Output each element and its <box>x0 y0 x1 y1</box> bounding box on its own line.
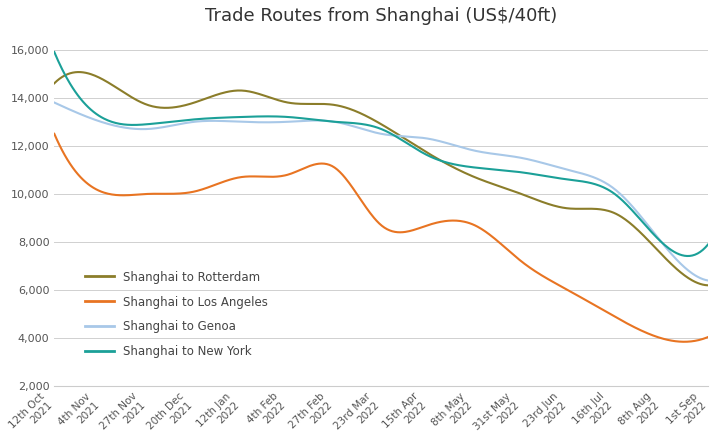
Line: Shanghai to Genoa: Shanghai to Genoa <box>54 102 708 281</box>
Shanghai to Rotterdam <box>362 113 370 118</box>
Shanghai to Rotterdam <box>704 283 712 288</box>
Shanghai to Rotterdam <box>75 69 84 75</box>
Shanghai to Genoa <box>365 128 373 134</box>
Shanghai to Los Angeles <box>50 131 59 136</box>
Shanghai to New York <box>704 242 712 247</box>
Legend: Shanghai to Rotterdam, Shanghai to Los Angeles, Shanghai to Genoa, Shanghai to N: Shanghai to Rotterdam, Shanghai to Los A… <box>80 266 273 363</box>
Shanghai to New York <box>439 159 448 164</box>
Shanghai to Genoa <box>404 134 413 139</box>
Shanghai to New York <box>360 122 369 127</box>
Shanghai to Rotterdam <box>440 160 449 165</box>
Shanghai to Los Angeles <box>680 339 689 345</box>
Shanghai to Genoa <box>50 100 59 105</box>
Shanghai to Los Angeles <box>360 203 369 208</box>
Shanghai to New York <box>50 49 59 55</box>
Shanghai to Los Angeles <box>689 338 698 344</box>
Shanghai to Los Angeles <box>586 300 594 305</box>
Shanghai to Rotterdam <box>587 206 596 211</box>
Shanghai to New York <box>586 180 594 186</box>
Shanghai to New York <box>365 122 373 128</box>
Shanghai to Rotterdam <box>50 80 59 86</box>
Shanghai to Genoa <box>688 271 696 276</box>
Shanghai to Genoa <box>360 127 369 132</box>
Shanghai to New York <box>684 253 693 259</box>
Shanghai to New York <box>689 253 698 258</box>
Line: Shanghai to Rotterdam: Shanghai to Rotterdam <box>54 72 708 285</box>
Shanghai to New York <box>404 141 413 147</box>
Shanghai to Genoa <box>586 173 594 179</box>
Shanghai to Rotterdam <box>405 139 414 144</box>
Title: Trade Routes from Shanghai (US$/40ft): Trade Routes from Shanghai (US$/40ft) <box>205 7 557 25</box>
Shanghai to Rotterdam <box>366 115 375 121</box>
Shanghai to Genoa <box>439 139 448 145</box>
Shanghai to Los Angeles <box>704 334 712 340</box>
Shanghai to Los Angeles <box>439 219 448 224</box>
Shanghai to Los Angeles <box>365 208 373 214</box>
Shanghai to Genoa <box>704 278 712 283</box>
Shanghai to Los Angeles <box>404 229 413 234</box>
Line: Shanghai to New York: Shanghai to New York <box>54 52 708 256</box>
Line: Shanghai to Los Angeles: Shanghai to Los Angeles <box>54 134 708 342</box>
Shanghai to Rotterdam <box>689 278 698 284</box>
